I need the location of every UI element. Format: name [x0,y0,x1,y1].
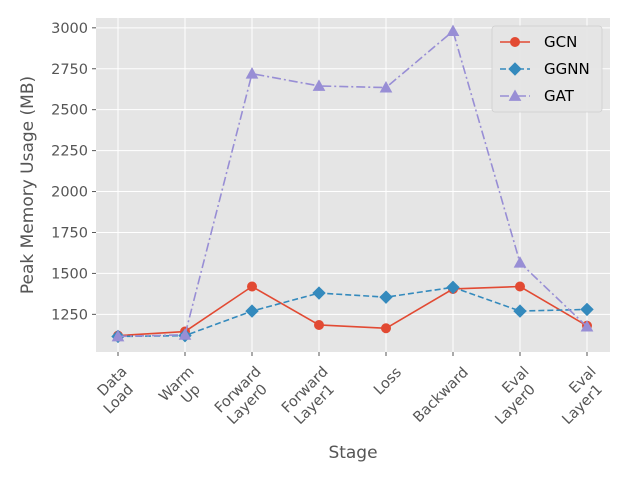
y-tick-label: 2000 [51,185,88,201]
data-point-gat [446,24,460,36]
x-tick-label: EvalLayer0 [480,364,544,428]
data-point-gat [379,81,393,93]
y-tick-label: 3000 [51,21,88,37]
y-tick-label: 2250 [51,144,88,160]
data-point-gcn [381,323,391,334]
x-tick-label: DataLoad [89,364,143,418]
y-tick-label: 2750 [51,62,88,78]
y-tick-label: 1500 [51,266,88,282]
grid-lines [96,18,610,352]
data-point-gat [178,328,192,340]
y-tick-label: 1750 [51,225,88,241]
x-tick-label: ForwardLayer0 [212,364,277,429]
x-tick-label: Loss [371,365,405,399]
legend-label-gat: GAT [544,87,575,105]
x-tick-label-line: Backward [410,365,471,426]
legend-marker-ggnn [508,62,522,76]
data-point-ggnn [245,304,259,318]
x-tick-label-line: Loss [371,365,405,399]
series-line-gat [117,29,588,338]
legend-marker-gat [508,89,522,101]
data-point-ggnn [446,280,460,295]
legend-label-ggnn: GGNN [544,60,590,78]
series-line-ggnn [117,286,588,338]
legend-label-gcn: GCN [544,33,577,51]
x-axis-title: Stage [328,443,377,463]
data-point-ggnn [513,304,527,318]
data-point-ggnn [580,302,594,317]
legend-marker-gcn [510,37,520,47]
data-point-gat [580,320,594,332]
y-axis-title: Peak Memory Usage (MB) [18,76,38,294]
y-tick-label: 2500 [51,103,88,119]
x-tick-label: Backward [410,365,471,426]
data-point-gat [312,79,326,91]
x-tick-label: EvalLayer1 [547,364,611,428]
legend: GCN GGNN GAT [491,25,603,113]
data-point-gcn [515,281,525,292]
data-point-ggnn [312,286,326,300]
x-tick-label: WarmUp [156,364,209,417]
data-point-gcn [247,281,257,292]
data-point-gcn [314,319,324,330]
series-line-gcn [117,285,588,337]
x-tick-label: ForwardLayer1 [279,364,344,429]
data-point-gat [245,67,259,79]
y-tick-label: 1250 [51,307,88,323]
series-lines [111,24,594,344]
data-point-gat [111,329,125,342]
data-point-gat [513,256,527,268]
data-point-ggnn [379,290,393,304]
legend-box [491,25,603,113]
